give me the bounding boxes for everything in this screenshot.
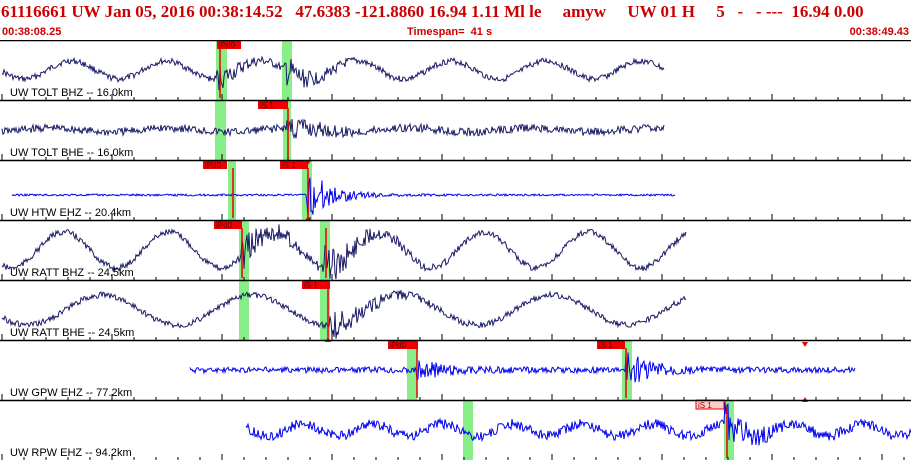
pick-label: iS 1 bbox=[282, 161, 296, 170]
pick-label: iS 1 bbox=[304, 281, 318, 290]
channel-panel[interactable]: iPd0 iS 1 UW GPW EHZ -- 77.2km bbox=[0, 339, 911, 402]
event-header: 61116661 UW Jan 05, 2016 00:38:14.52 47.… bbox=[0, 0, 911, 40]
waveform-trace bbox=[189, 352, 856, 383]
pick-window-highlight bbox=[216, 40, 227, 100]
channel-label: UW TOLT BHZ -- 16.0km bbox=[10, 87, 133, 99]
pick-window-highlight bbox=[320, 280, 330, 340]
seismogram-panels[interactable]: iPd0 UW TOLT BHZ -- 16.0km iS 1 UW TOLT BHE… bbox=[0, 40, 911, 460]
waveform-trace bbox=[1, 290, 687, 339]
channel-label: UW HTW EHZ -- 20.4km bbox=[10, 207, 131, 219]
pick-flag[interactable] bbox=[597, 340, 625, 349]
pick-window-highlight bbox=[239, 280, 249, 340]
channel-label: UW RATT BHZ -- 24.5km bbox=[10, 267, 134, 279]
pick-label: iPd0 bbox=[205, 161, 222, 170]
pick-flag[interactable] bbox=[217, 40, 241, 49]
waveform-trace bbox=[245, 401, 911, 446]
pick-label: iPd0 bbox=[219, 41, 236, 50]
channel-panel[interactable]: iS 1 UW RATT BHE -- 24.5km bbox=[0, 279, 911, 342]
channel-label: UW RPW EHZ -- 94.2km bbox=[10, 447, 132, 459]
channel-panel[interactable]: iPd0 iS 1 UW HTW EHZ -- 20.4km bbox=[0, 159, 911, 221]
waveform-trace bbox=[1, 118, 665, 140]
channel-panel[interactable]: iPd0 UW RATT BHZ -- 24.5km bbox=[0, 219, 911, 280]
event-summary: 61116661 UW Jan 05, 2016 00:38:14.52 47.… bbox=[1, 2, 864, 21]
pick-flag[interactable] bbox=[302, 280, 330, 289]
pick-flag[interactable] bbox=[280, 160, 308, 169]
pick-window-highlight bbox=[228, 160, 236, 220]
start-time: 00:38:08.25 bbox=[2, 26, 62, 38]
end-time: 00:38:49.43 bbox=[849, 26, 909, 38]
channel-panel[interactable]: iS 1 UW RPW EHZ -- 94.2km bbox=[0, 399, 911, 460]
pick-label: iS 1 bbox=[599, 341, 613, 350]
pick-flag[interactable] bbox=[203, 160, 227, 169]
waveform-trace bbox=[11, 177, 676, 218]
channel-label: UW TOLT BHE -- 16.0km bbox=[10, 147, 133, 159]
pick-window-highlight bbox=[302, 160, 312, 220]
pick-label: iS 1 bbox=[698, 401, 712, 410]
pick-window-highlight bbox=[283, 100, 291, 160]
pick-label: iPd0 bbox=[216, 221, 233, 230]
waveform-trace bbox=[1, 55, 665, 91]
pick-window-highlight bbox=[463, 400, 473, 460]
waveform-trace bbox=[1, 224, 687, 280]
channel-panel[interactable]: iS 1 UW TOLT BHE -- 16.0km bbox=[0, 99, 911, 160]
channel-label: UW GPW EHZ -- 77.2km bbox=[10, 387, 132, 399]
pick-label: iS 1 bbox=[260, 101, 274, 110]
channel-panel[interactable]: iPd0 UW TOLT BHZ -- 16.0km bbox=[0, 40, 911, 100]
pick-window-highlight bbox=[239, 220, 249, 280]
pick-flag[interactable] bbox=[214, 220, 242, 229]
pick-window-highlight bbox=[282, 40, 292, 100]
pick-label: iPd0 bbox=[390, 341, 407, 350]
timespan-label: Timespan= 41 s bbox=[407, 26, 493, 38]
channel-label: UW RATT BHE -- 24.5km bbox=[10, 327, 134, 339]
pick-flag[interactable] bbox=[258, 100, 288, 109]
pick-flag[interactable] bbox=[388, 340, 418, 349]
amplitude-marker-icon bbox=[802, 342, 808, 347]
